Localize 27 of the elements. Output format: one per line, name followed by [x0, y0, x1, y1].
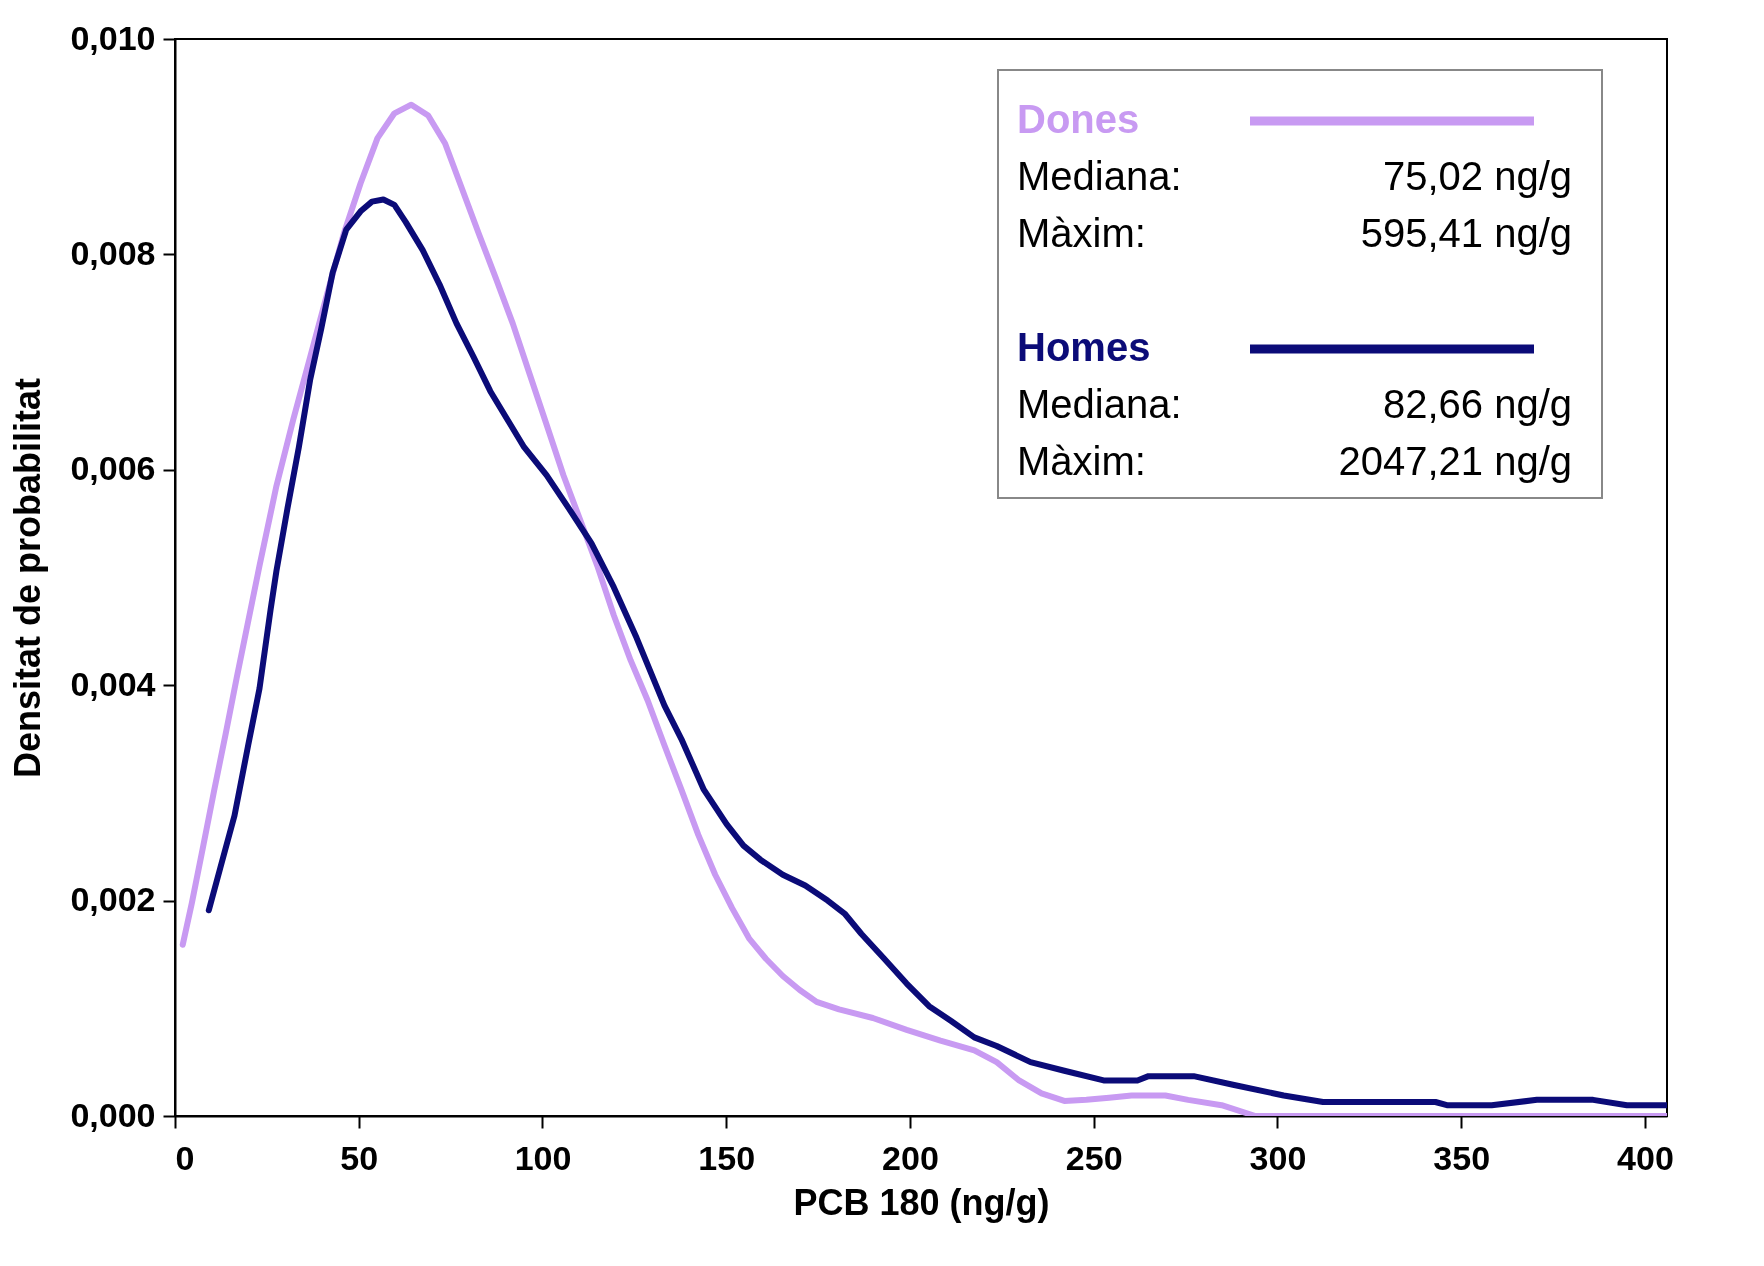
- y-tick-label: 0,000: [70, 1095, 156, 1134]
- y-axis-title: Densitat de probabilitat: [7, 377, 49, 779]
- annotation: Màxim:: [1017, 211, 1146, 255]
- y-tick-label: 0,002: [70, 880, 156, 919]
- y-tick-label: 0,008: [70, 233, 156, 272]
- annotation: Mediana:: [1017, 382, 1182, 426]
- x-tick-label: 50: [340, 1138, 379, 1177]
- annotation: Màxim:: [1017, 439, 1146, 483]
- text: Dones: [1017, 97, 1140, 141]
- y-tick-label: 0,010: [70, 18, 156, 57]
- annotation: Mediana:: [1017, 154, 1182, 198]
- x-tick-label: 150: [698, 1138, 756, 1177]
- annotation: 2047,21 ng/g: [1338, 439, 1572, 483]
- x-tick-label: 250: [1065, 1138, 1123, 1177]
- y-tick-label: 0,004: [70, 664, 156, 703]
- x-tick-label: 200: [882, 1138, 939, 1177]
- x-tick-label: 300: [1249, 1138, 1307, 1177]
- x-tick-label: 400: [1617, 1138, 1674, 1177]
- annotation: 82,66 ng/g: [1382, 382, 1572, 426]
- x-tick-label: 0: [175, 1138, 195, 1177]
- x-tick-label: 350: [1433, 1138, 1491, 1177]
- annotation: 75,02 ng/g: [1382, 154, 1572, 198]
- y-tick-label: 0,006: [70, 449, 156, 488]
- x-tick-label: 100: [514, 1138, 572, 1177]
- text: Homes: [1017, 325, 1151, 369]
- annotation: 595,41 ng/g: [1360, 211, 1572, 255]
- x-axis-title: PCB 180 (ng/g): [793, 1181, 1050, 1223]
